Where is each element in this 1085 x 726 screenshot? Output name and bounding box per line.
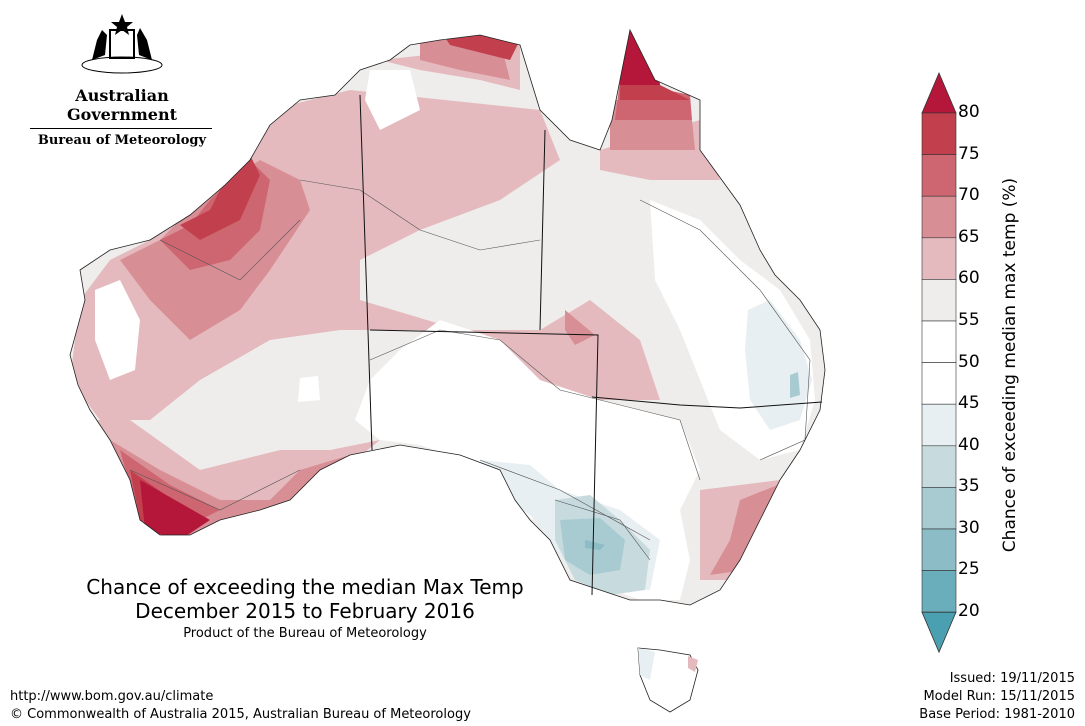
legend-swatch-50-55 <box>921 320 957 363</box>
footer-left: http://www.bom.gov.au/climate © Commonwe… <box>10 688 471 724</box>
legend-label-45: 45 <box>958 393 980 413</box>
map-product-note: Product of the Bureau of Meteorology <box>183 626 427 641</box>
bureau-name: Bureau of Meteorology <box>37 133 207 148</box>
legend-swatch-40-45 <box>921 403 957 447</box>
government-logo: Australian Government Bureau of Meteorol… <box>22 10 222 148</box>
legend-arrow-top <box>921 71 957 114</box>
legend-label-80: 80 <box>958 102 980 122</box>
color-legend: 80 75 70 65 60 55 50 45 40 35 30 25 20 <box>900 60 1070 660</box>
government-name: Australian Government <box>66 86 177 124</box>
map-period: December 2015 to February 2016 <box>135 599 475 623</box>
legend-label-65: 65 <box>958 227 980 247</box>
logo-divider <box>30 128 212 129</box>
legend-label-35: 35 <box>958 476 980 496</box>
legend-colorbar <box>921 71 957 654</box>
legend-swatch-45-50 <box>921 362 957 405</box>
legend-label-55: 55 <box>958 310 980 330</box>
legend-label-60: 60 <box>958 268 980 288</box>
legend-label-20: 20 <box>958 601 980 621</box>
legend-swatch-75-80 <box>921 112 957 155</box>
issued-date: Issued: 19/11/2015 <box>949 671 1075 686</box>
legend-arrow-bottom <box>921 611 957 654</box>
legend-swatch-20-25 <box>921 570 957 613</box>
legend-label-30: 30 <box>958 518 980 538</box>
legend-label-75: 75 <box>958 144 980 164</box>
legend-swatch-60-65 <box>921 237 957 280</box>
footer-url[interactable]: http://www.bom.gov.au/climate <box>10 689 214 704</box>
map-title: Chance of exceeding the median Max Temp <box>86 575 524 599</box>
legend-swatch-35-40 <box>921 445 957 488</box>
legend-swatch-65-70 <box>921 195 957 239</box>
footer-copyright: © Commonwealth of Australia 2015, Austra… <box>10 707 471 722</box>
legend-label-40: 40 <box>958 435 980 455</box>
model-run-date: Model Run: 15/11/2015 <box>923 689 1075 704</box>
base-period: Base Period: 1981-2010 <box>919 707 1075 722</box>
legend-swatch-25-30 <box>921 528 957 571</box>
legend-label-70: 70 <box>958 185 980 205</box>
legend-label-25: 25 <box>958 559 980 579</box>
coat-of-arms-icon <box>81 14 163 74</box>
legend-swatch-70-75 <box>921 154 957 197</box>
legend-swatch-30-35 <box>921 487 957 530</box>
legend-title: Chance of exceeding median max temp (%) <box>1000 177 1020 553</box>
map-title-block: Chance of exceeding the median Max Temp … <box>30 575 580 641</box>
legend-swatch-55-60 <box>921 279 957 322</box>
legend-label-50: 50 <box>958 352 980 372</box>
footer-right: Issued: 19/11/2015 Model Run: 15/11/2015… <box>919 670 1075 724</box>
